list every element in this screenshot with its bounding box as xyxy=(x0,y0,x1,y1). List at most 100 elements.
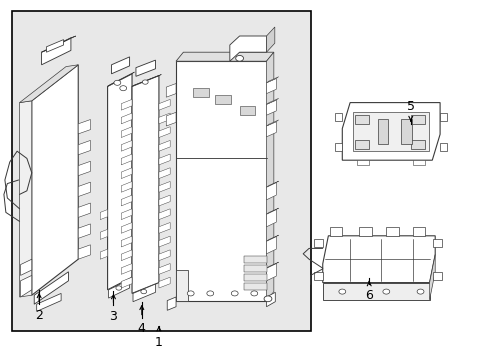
Polygon shape xyxy=(132,176,142,187)
Polygon shape xyxy=(132,217,142,228)
Polygon shape xyxy=(78,224,90,238)
Polygon shape xyxy=(132,135,142,146)
Bar xyxy=(410,115,425,124)
Polygon shape xyxy=(266,183,276,200)
Polygon shape xyxy=(266,262,278,268)
Polygon shape xyxy=(159,209,170,220)
Polygon shape xyxy=(266,120,278,126)
Polygon shape xyxy=(159,154,170,165)
Polygon shape xyxy=(329,227,342,236)
Polygon shape xyxy=(266,77,278,83)
Polygon shape xyxy=(167,297,176,310)
Circle shape xyxy=(382,289,389,294)
Polygon shape xyxy=(132,258,142,269)
Polygon shape xyxy=(159,168,170,179)
Polygon shape xyxy=(132,231,142,242)
Polygon shape xyxy=(159,99,170,110)
Polygon shape xyxy=(121,264,132,274)
Text: 2: 2 xyxy=(35,309,43,321)
Polygon shape xyxy=(159,250,170,261)
Polygon shape xyxy=(159,113,170,124)
Polygon shape xyxy=(159,277,170,288)
Polygon shape xyxy=(121,168,132,179)
Polygon shape xyxy=(266,52,273,301)
Polygon shape xyxy=(166,112,176,126)
Polygon shape xyxy=(121,140,132,151)
Polygon shape xyxy=(244,265,266,272)
Polygon shape xyxy=(121,277,132,288)
Circle shape xyxy=(142,80,148,84)
Polygon shape xyxy=(121,195,132,206)
Polygon shape xyxy=(46,40,63,52)
Polygon shape xyxy=(176,52,273,61)
Polygon shape xyxy=(159,181,170,192)
Polygon shape xyxy=(121,250,132,261)
Polygon shape xyxy=(159,236,170,247)
Bar xyxy=(239,106,255,115)
Bar xyxy=(12,11,310,331)
Polygon shape xyxy=(107,72,134,86)
Polygon shape xyxy=(78,182,90,197)
Text: 4: 4 xyxy=(138,322,145,335)
Circle shape xyxy=(116,286,122,290)
Circle shape xyxy=(206,291,213,296)
Polygon shape xyxy=(429,255,434,300)
Polygon shape xyxy=(132,244,142,255)
Polygon shape xyxy=(132,76,159,293)
Bar xyxy=(354,115,368,124)
Bar xyxy=(313,239,322,247)
Polygon shape xyxy=(20,275,32,297)
Bar xyxy=(432,239,441,247)
Text: 1: 1 xyxy=(155,336,163,348)
Polygon shape xyxy=(244,256,266,263)
Bar xyxy=(439,143,447,151)
Bar xyxy=(432,272,441,280)
Polygon shape xyxy=(244,283,266,290)
Polygon shape xyxy=(176,61,266,301)
Circle shape xyxy=(231,291,238,296)
Polygon shape xyxy=(176,270,188,301)
Polygon shape xyxy=(32,65,78,295)
Polygon shape xyxy=(121,209,132,220)
Polygon shape xyxy=(266,210,276,227)
Polygon shape xyxy=(132,108,142,118)
Bar xyxy=(313,272,322,280)
Polygon shape xyxy=(20,65,78,103)
Polygon shape xyxy=(412,160,425,165)
Polygon shape xyxy=(266,237,276,254)
Polygon shape xyxy=(352,112,428,151)
Circle shape xyxy=(114,80,121,85)
Polygon shape xyxy=(266,208,278,214)
Polygon shape xyxy=(132,203,142,214)
Polygon shape xyxy=(386,227,398,236)
Circle shape xyxy=(235,55,243,61)
Polygon shape xyxy=(244,274,266,281)
Polygon shape xyxy=(100,210,107,220)
Polygon shape xyxy=(266,100,276,115)
Polygon shape xyxy=(132,190,142,201)
Circle shape xyxy=(141,289,146,294)
Circle shape xyxy=(264,296,271,302)
Polygon shape xyxy=(159,222,170,233)
Circle shape xyxy=(250,291,257,296)
Text: 3: 3 xyxy=(109,310,117,323)
Polygon shape xyxy=(121,222,132,233)
Polygon shape xyxy=(159,140,170,151)
Bar xyxy=(193,88,208,97)
Polygon shape xyxy=(136,60,155,76)
Text: 6: 6 xyxy=(365,289,372,302)
Polygon shape xyxy=(78,120,90,134)
Polygon shape xyxy=(322,283,429,300)
Polygon shape xyxy=(132,75,161,86)
Polygon shape xyxy=(342,103,439,160)
Bar xyxy=(334,113,342,121)
Circle shape xyxy=(187,291,194,296)
Polygon shape xyxy=(78,245,90,259)
Bar xyxy=(410,140,425,149)
Bar xyxy=(354,140,368,149)
Polygon shape xyxy=(121,154,132,165)
Bar xyxy=(215,95,230,104)
Circle shape xyxy=(416,289,423,294)
Polygon shape xyxy=(121,99,132,110)
Text: 5: 5 xyxy=(406,100,414,113)
